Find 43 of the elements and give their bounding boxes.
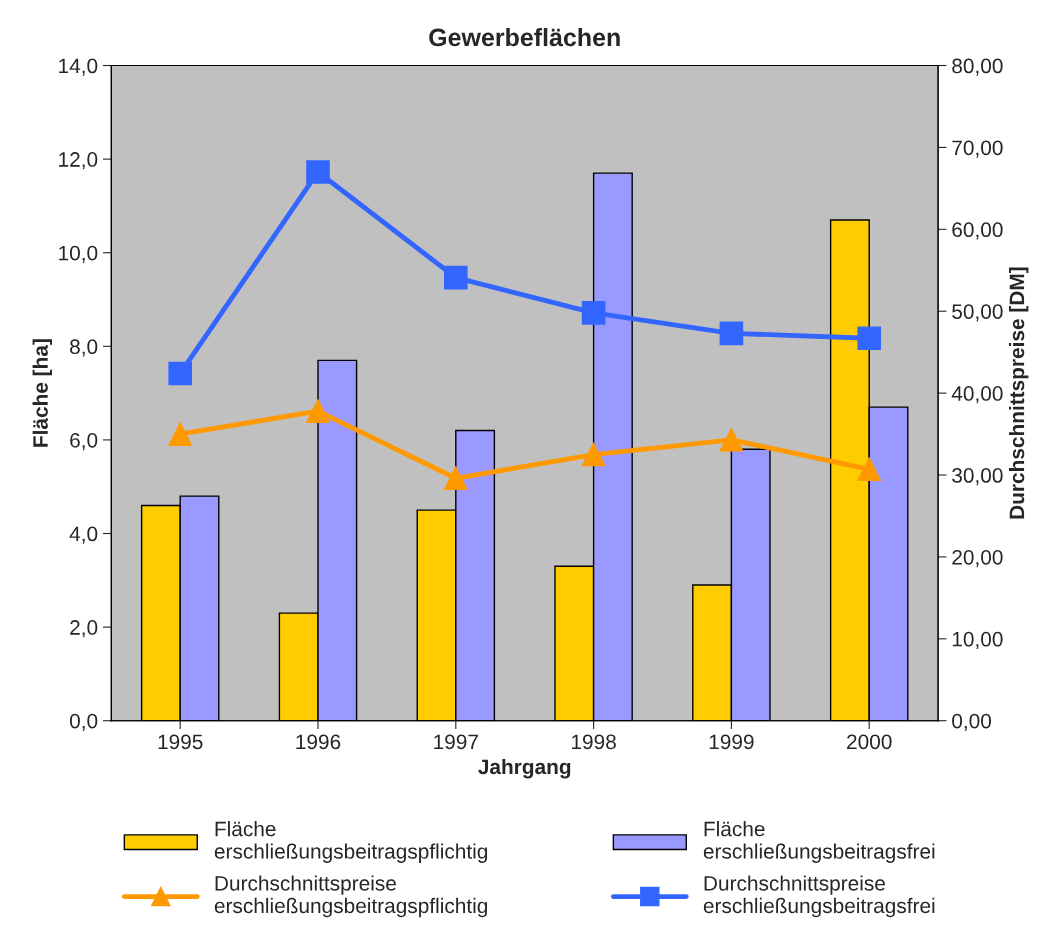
point	[306, 399, 330, 423]
y-tick-label: 0,0	[69, 713, 98, 731]
chart-title: Gewerbeflächen	[429, 27, 620, 47]
y2-tick-label: 10,00	[952, 631, 1003, 650]
y-tick-label: 6,0	[70, 432, 98, 451]
point	[581, 442, 606, 467]
y-tick-label: 10,0	[59, 245, 98, 263]
y2-tick-label: 30,00	[952, 468, 1003, 486]
point	[581, 301, 606, 325]
y2-tick-label: 40,00	[951, 386, 1003, 404]
point	[857, 326, 882, 351]
y2-tick-label: 80,00	[952, 58, 1003, 76]
legend-label: Durchschnittspreise erschließungsbeitragspflichtig	[214, 875, 488, 918]
point	[168, 422, 193, 446]
x-tick-label: 1996	[296, 734, 341, 750]
y-axis-title: Fläche [ha]	[32, 339, 53, 447]
legend-label: Fläche erschließungsbeitragsfrei	[703, 821, 935, 863]
y2-tick-label: 20,00	[952, 549, 1003, 568]
point	[443, 265, 468, 290]
y2-tick-label: 70,00	[952, 140, 1003, 158]
y-tick-label: 12,0	[59, 152, 98, 170]
x-tick-label: 1998	[572, 734, 616, 750]
point	[857, 457, 882, 482]
point	[719, 321, 744, 346]
y-tick-label: 14,0	[59, 58, 98, 76]
point	[443, 466, 468, 491]
x-axis-title: Jahrgang	[478, 758, 571, 779]
point	[719, 427, 744, 452]
x-tick-label: 1999	[709, 734, 754, 750]
y-tick-label: 2,0	[70, 620, 98, 638]
legend-label: Fläche erschließungsbeitragspflichtig	[214, 821, 488, 863]
y-tick-label: 8,0	[70, 339, 98, 357]
y2-tick-label: 60,00	[952, 222, 1003, 240]
legend-label: Durchschnittspreise erschließungsbeitragsfrei	[703, 875, 935, 918]
y2-tick-label: 0,00	[952, 713, 992, 731]
point	[306, 160, 330, 184]
x-tick-label: 1997	[434, 734, 478, 750]
y2-tick-label: 50,00	[952, 304, 1003, 322]
x-tick-label: 1995	[158, 734, 203, 750]
y-tick-label: 4,0	[69, 526, 98, 544]
point	[168, 361, 193, 386]
y2-axis-title: Durchschnittspreise [DM]	[1008, 267, 1029, 519]
x-tick-label: 2000	[847, 734, 892, 750]
